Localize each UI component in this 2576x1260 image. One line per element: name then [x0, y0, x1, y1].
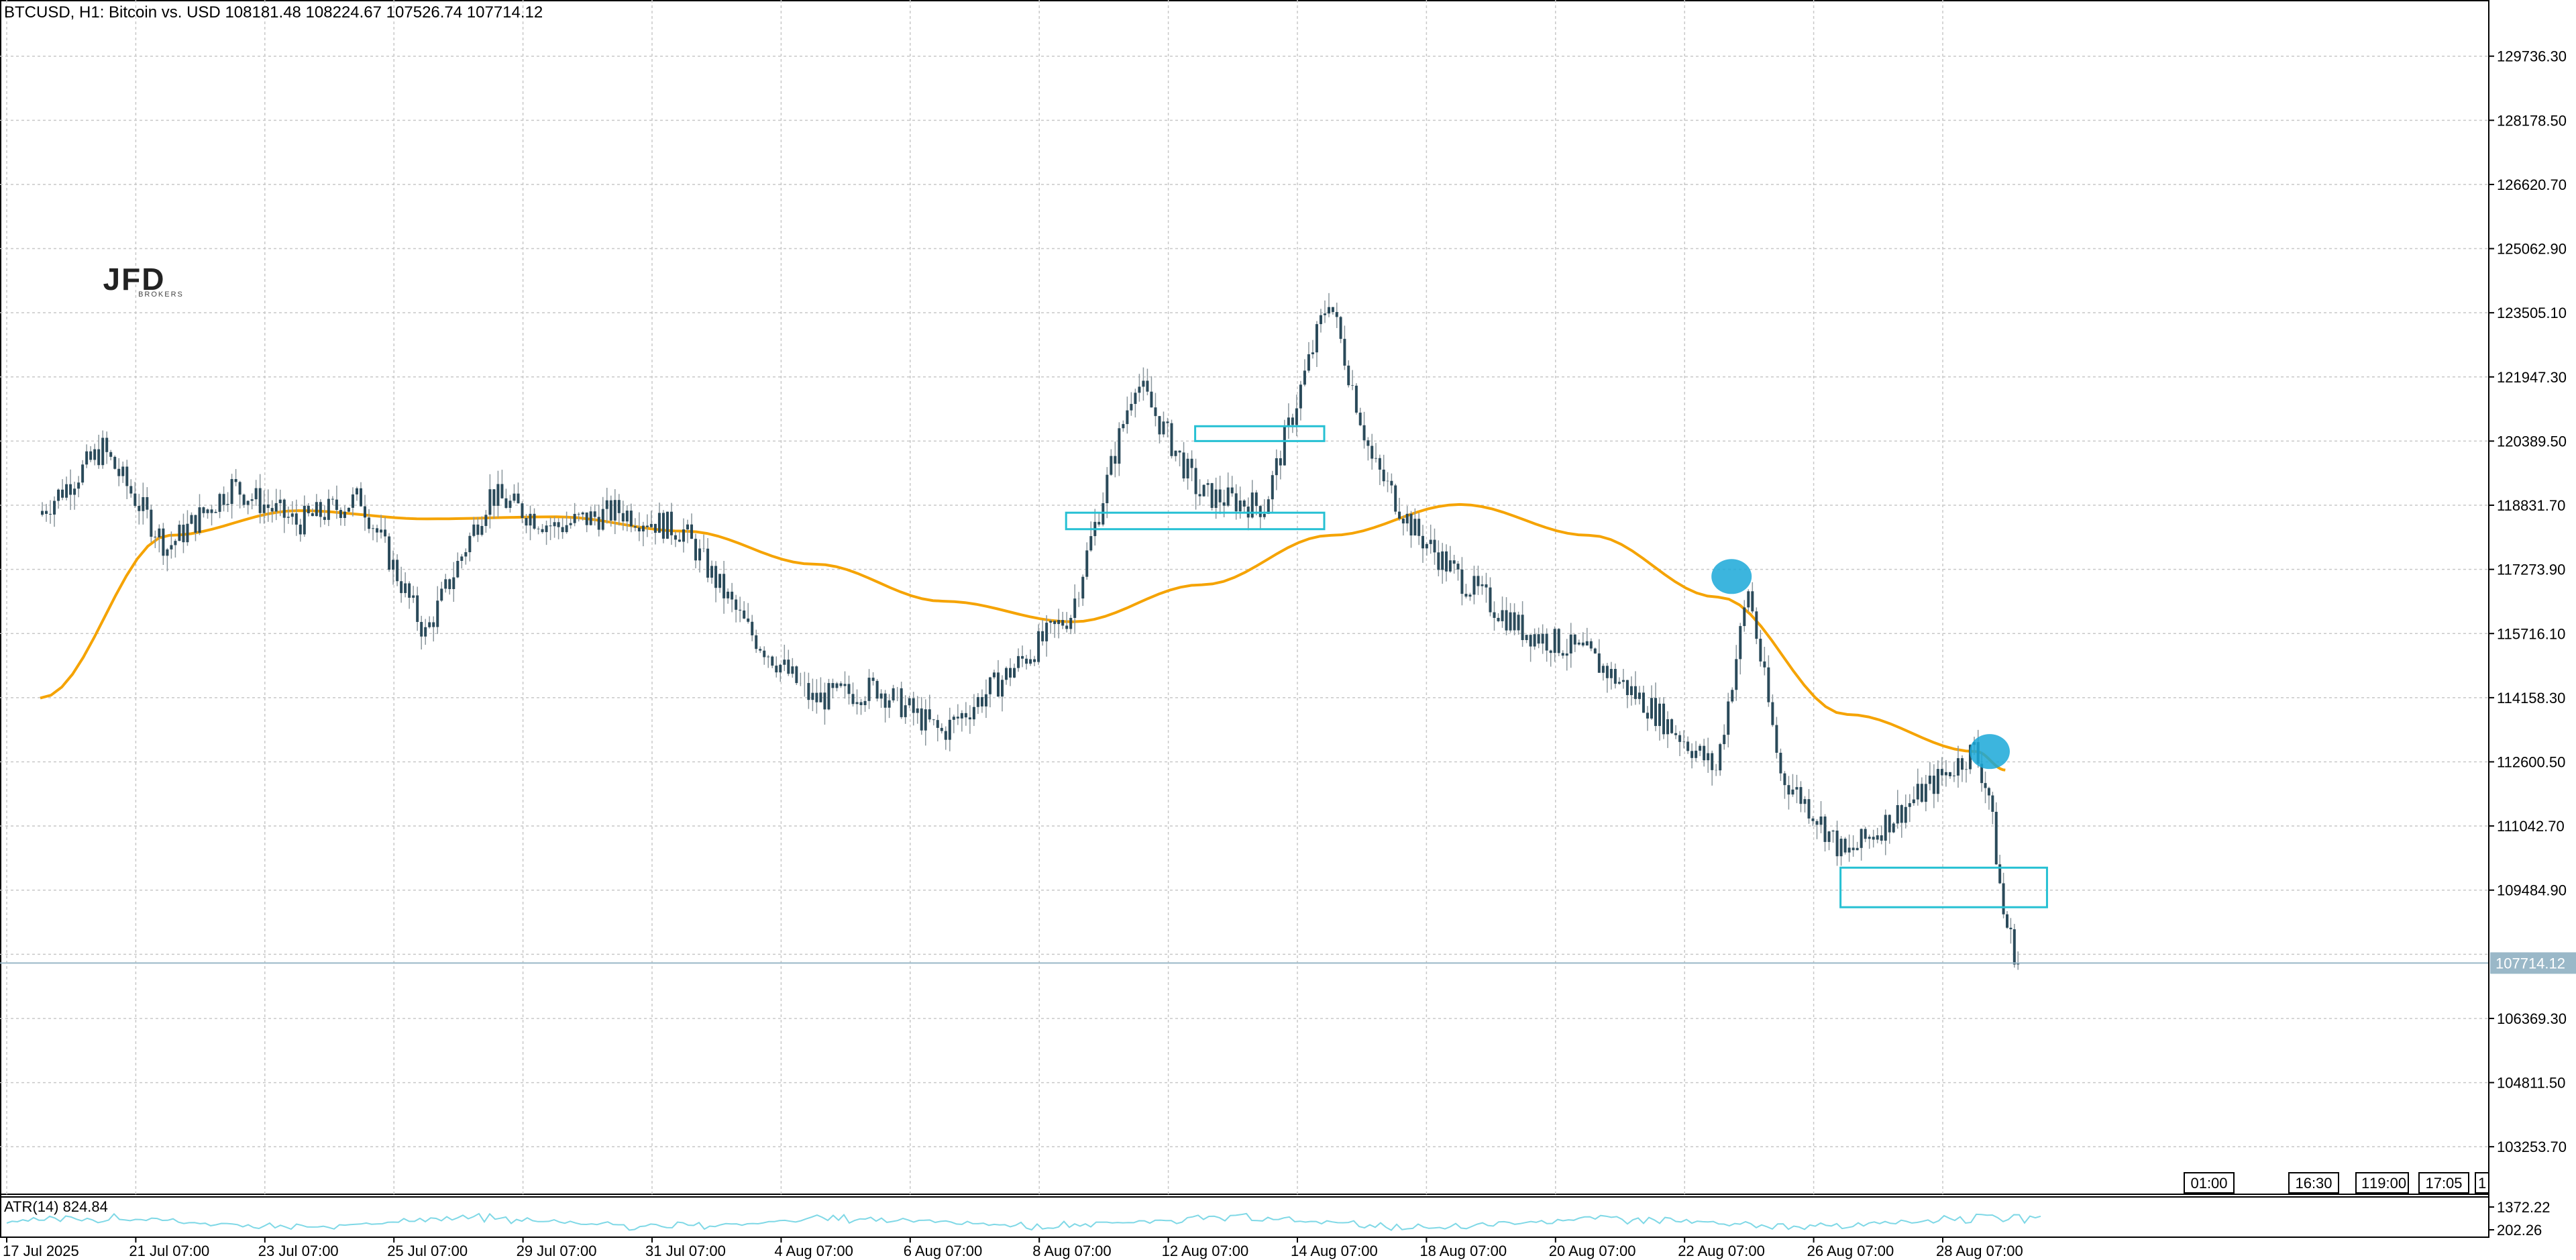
price-tick-label: 123505.10	[2497, 305, 2567, 321]
current-price-tag: 107714.12	[2490, 952, 2576, 974]
price-tick-label: 112600.50	[2497, 753, 2565, 770]
time-tick-label: 22 Aug 07:00	[1678, 1243, 1765, 1259]
price-tick-label: 115716.10	[2497, 625, 2565, 642]
ohlc-values: 108181.48 108224.67 107526.74 107714.12	[225, 3, 543, 21]
time-tick-label: 6 Aug 07:00	[904, 1243, 982, 1259]
time-tick-label: 23 Jul 07:00	[258, 1243, 339, 1259]
time-box-label: 16:30	[2295, 1175, 2332, 1192]
support-resistance-zone[interactable]	[1065, 511, 1326, 531]
price-tick-label: 109484.90	[2497, 882, 2567, 899]
price-tick-label: 125062.90	[2497, 241, 2567, 258]
price-tick-label: 106369.30	[2497, 1010, 2567, 1027]
time-axis: 17 Jul 2025 21 Jul 07:00 23 Jul 07:00 25 Ju…	[3, 1237, 2023, 1259]
time-tick-label: 26 Aug 07:00	[1807, 1243, 1894, 1259]
time-tick-label: 29 Jul 07:00	[517, 1243, 597, 1259]
timeframe-label: H1:	[79, 3, 104, 21]
atr-line	[6, 1212, 2041, 1231]
price-tick-label: 120389.50	[2497, 433, 2567, 450]
annotations[interactable]	[1065, 425, 2048, 908]
support-resistance-zone[interactable]	[1194, 425, 1326, 442]
time-tick-label: 8 Aug 07:00	[1032, 1243, 1111, 1259]
moving-average	[40, 503, 2006, 772]
candles	[41, 293, 2020, 970]
time-tick-label: 31 Jul 07:00	[645, 1243, 726, 1259]
logo-text: JFD	[103, 262, 166, 297]
time-box-label: 1	[2478, 1175, 2486, 1192]
time-box-label: 17:05	[2425, 1175, 2462, 1192]
time-tick-label: 20 Aug 07:00	[1549, 1243, 1636, 1259]
time-box-label: 01:00	[2190, 1175, 2227, 1192]
time-tick-label: 25 Jul 07:00	[387, 1243, 468, 1259]
time-box-label: 1	[2361, 1175, 2369, 1192]
time-box-label: 19:00	[2369, 1175, 2406, 1192]
symbol-description: Bitcoin vs. USD	[109, 3, 221, 21]
atr-label: ATR(14) 824.84	[4, 1198, 108, 1215]
time-box[interactable]	[2184, 1172, 2235, 1194]
time-tick-label: 18 Aug 07:00	[1419, 1243, 1507, 1259]
time-box[interactable]	[2288, 1172, 2339, 1194]
time-tick-label: 14 Aug 07:00	[1291, 1243, 1378, 1259]
price-tick-label: 111042.70	[2497, 818, 2565, 835]
price-tick-label: 128178.50	[2497, 112, 2567, 129]
symbol-label: BTCUSD	[4, 3, 70, 21]
time-box-row: 01:00 16:30 1 19:00 17:05 1	[2184, 1172, 2489, 1194]
logo-subtext: BROKERS	[138, 291, 184, 299]
time-box[interactable]	[2418, 1172, 2469, 1194]
price-tick-label: 129736.30	[2497, 48, 2567, 65]
price-tick-label: 118831.70	[2497, 497, 2565, 514]
chart-frame	[0, 0, 2489, 1238]
price-tick-label: 114158.30	[2497, 690, 2565, 706]
broker-logo: JFD BROKERS	[103, 262, 184, 299]
atr-scale-high: 1372.22	[2497, 1199, 2551, 1216]
price-tick-label: 126620.70	[2497, 176, 2567, 193]
grid	[0, 0, 2489, 1194]
atr-scale-low: 202.26	[2497, 1222, 2542, 1239]
time-tick-label: 12 Aug 07:00	[1162, 1243, 1249, 1259]
price-tick-label: 121947.30	[2497, 369, 2567, 386]
time-tick-label: 17 Jul 2025	[3, 1243, 79, 1259]
time-tick-label: 28 Aug 07:00	[1936, 1243, 2023, 1259]
price-tick-label: 103253.70	[2497, 1139, 2567, 1155]
time-box[interactable]	[2475, 1172, 2489, 1194]
price-tick-label: 104811.50	[2497, 1075, 2565, 1092]
highlight-marker[interactable]	[1711, 559, 1752, 594]
time-tick-label: 21 Jul 07:00	[129, 1243, 209, 1259]
price-tick-label: 117273.90	[2497, 562, 2565, 578]
highlight-marker[interactable]	[1970, 734, 2010, 770]
ma-line	[40, 503, 2006, 772]
atr-indicator: ATR(14) 824.84 1372.22 202.26	[4, 1198, 2551, 1239]
support-resistance-zone[interactable]	[1839, 866, 2048, 908]
current-price-label: 107714.12	[2496, 955, 2565, 972]
price-axis: 129736.30 128178.50 126620.70 125062.90 1235…	[2488, 0, 2567, 1237]
time-tick-label: 4 Aug 07:00	[774, 1243, 853, 1259]
chart-title: BTCUSD, H1: Bitcoin vs. USD 108181.48 10…	[4, 3, 543, 21]
time-box[interactable]	[2355, 1172, 2409, 1194]
